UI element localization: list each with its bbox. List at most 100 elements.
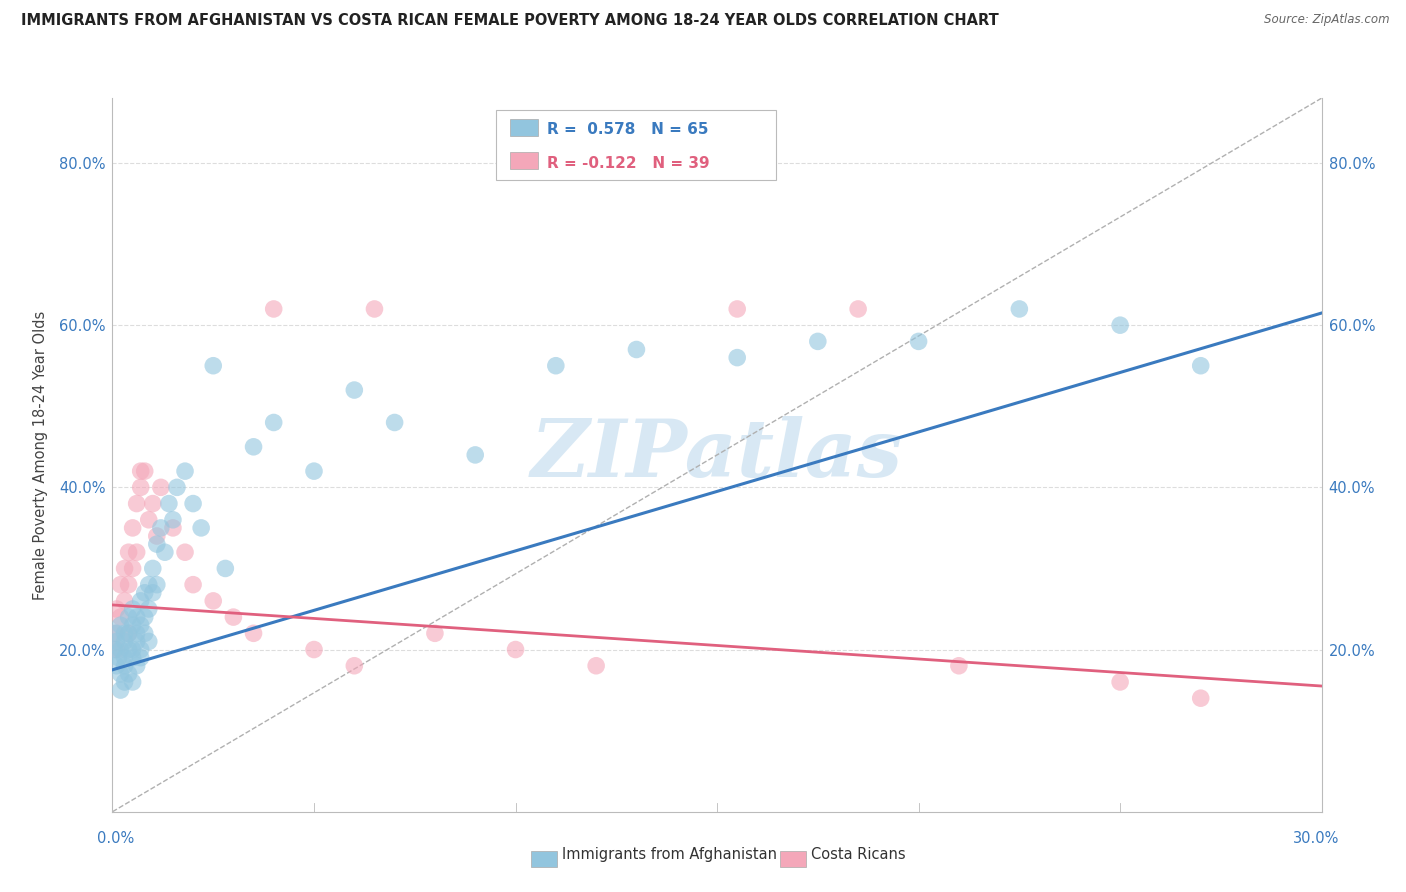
- Point: [110, 666, 132, 681]
- Text: R = -0.122   N = 39: R = -0.122 N = 39: [547, 156, 710, 171]
- Point: [505, 642, 527, 657]
- Point: [907, 334, 929, 349]
- Point: [129, 594, 152, 608]
- Point: [129, 618, 152, 632]
- Point: [181, 577, 204, 591]
- Point: [149, 521, 172, 535]
- Point: [134, 464, 156, 478]
- Y-axis label: Female Poverty Among 18-24 Year Olds: Female Poverty Among 18-24 Year Olds: [32, 310, 48, 599]
- Point: [142, 561, 165, 575]
- Point: [117, 642, 139, 657]
- Point: [114, 561, 136, 575]
- Point: [121, 561, 143, 575]
- Point: [121, 602, 143, 616]
- Point: [846, 301, 869, 316]
- Point: [117, 626, 139, 640]
- Point: [146, 577, 169, 591]
- Point: [105, 634, 128, 648]
- Text: 0.0%: 0.0%: [97, 831, 134, 846]
- Point: [110, 642, 132, 657]
- Point: [1109, 675, 1132, 690]
- Point: [110, 618, 132, 632]
- Point: [363, 301, 385, 316]
- Point: [807, 334, 830, 349]
- Point: [114, 650, 136, 665]
- Point: [121, 618, 143, 632]
- Point: [725, 351, 748, 365]
- Point: [110, 683, 132, 698]
- Point: [117, 666, 139, 681]
- Point: [302, 642, 325, 657]
- Point: [129, 642, 152, 657]
- Point: [146, 537, 169, 551]
- Point: [153, 545, 176, 559]
- Point: [121, 675, 143, 690]
- Point: [114, 634, 136, 648]
- Point: [105, 658, 128, 673]
- Text: R =  0.578   N = 65: R = 0.578 N = 65: [547, 122, 709, 137]
- Point: [134, 626, 156, 640]
- Point: [544, 359, 567, 373]
- Point: [146, 529, 169, 543]
- Point: [117, 545, 139, 559]
- Point: [585, 658, 607, 673]
- Point: [464, 448, 486, 462]
- Point: [142, 497, 165, 511]
- Point: [110, 610, 132, 624]
- Point: [138, 634, 160, 648]
- Point: [263, 301, 285, 316]
- Point: [121, 521, 143, 535]
- Point: [114, 594, 136, 608]
- Point: [142, 586, 165, 600]
- Point: [105, 642, 128, 657]
- Point: [114, 626, 136, 640]
- Point: [157, 497, 180, 511]
- Text: Costa Ricans: Costa Ricans: [811, 847, 905, 862]
- Point: [174, 545, 197, 559]
- Point: [242, 440, 264, 454]
- Point: [103, 642, 125, 657]
- Point: [948, 658, 970, 673]
- Point: [162, 521, 184, 535]
- Point: [138, 577, 160, 591]
- Point: [263, 416, 285, 430]
- Point: [103, 626, 125, 640]
- Point: [121, 642, 143, 657]
- Point: [423, 626, 446, 640]
- Point: [121, 650, 143, 665]
- Text: ZIPatlas: ZIPatlas: [531, 417, 903, 493]
- Point: [129, 480, 152, 494]
- Point: [105, 602, 128, 616]
- Point: [110, 577, 132, 591]
- Point: [1008, 301, 1031, 316]
- Point: [114, 675, 136, 690]
- Text: IMMIGRANTS FROM AFGHANISTAN VS COSTA RICAN FEMALE POVERTY AMONG 18-24 YEAR OLDS : IMMIGRANTS FROM AFGHANISTAN VS COSTA RIC…: [21, 13, 998, 29]
- Point: [343, 658, 366, 673]
- Point: [129, 464, 152, 478]
- Point: [107, 650, 129, 665]
- Point: [149, 480, 172, 494]
- Point: [725, 301, 748, 316]
- Point: [242, 626, 264, 640]
- Point: [174, 464, 197, 478]
- Point: [125, 634, 148, 648]
- Point: [125, 497, 148, 511]
- Point: [138, 602, 160, 616]
- Point: [181, 497, 204, 511]
- Point: [384, 416, 406, 430]
- Point: [117, 626, 139, 640]
- Point: [343, 383, 366, 397]
- Point: [105, 626, 128, 640]
- Point: [125, 626, 148, 640]
- Text: 30.0%: 30.0%: [1294, 831, 1339, 846]
- Point: [166, 480, 188, 494]
- Point: [1189, 359, 1212, 373]
- Text: Immigrants from Afghanistan: Immigrants from Afghanistan: [562, 847, 778, 862]
- Point: [302, 464, 325, 478]
- Point: [1189, 691, 1212, 706]
- Point: [1109, 318, 1132, 333]
- Point: [129, 650, 152, 665]
- Point: [117, 610, 139, 624]
- Point: [626, 343, 648, 357]
- Point: [162, 513, 184, 527]
